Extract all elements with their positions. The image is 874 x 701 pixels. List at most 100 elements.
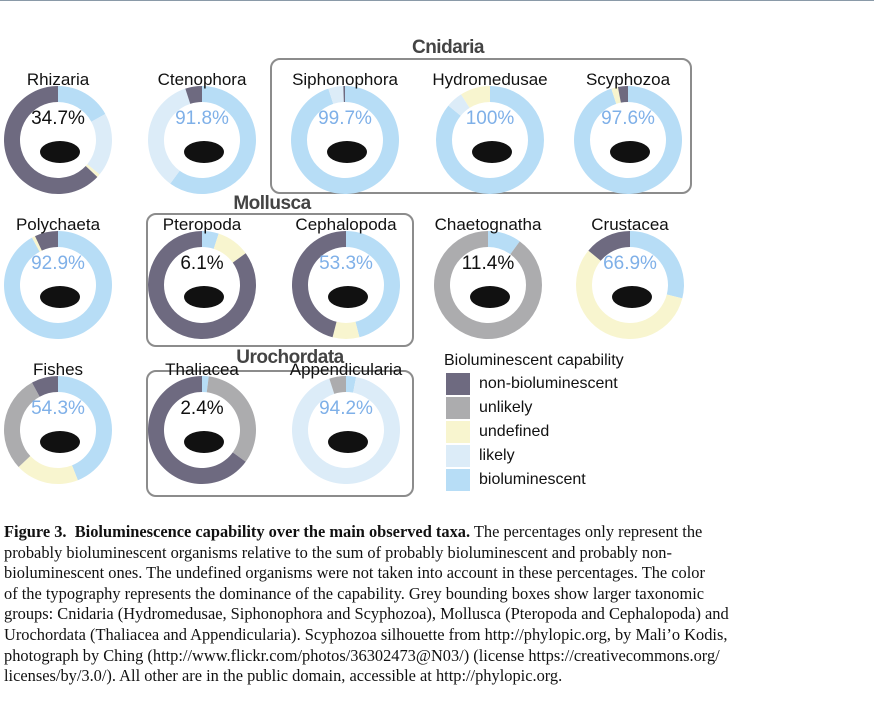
donut-segment-rhizaria-undefined: [85, 164, 100, 177]
cephalopoda-percent-label: 53.3%: [319, 253, 373, 274]
appendicularia-percent-label: 94.2%: [319, 398, 373, 419]
scyphozoa-silhouette-icon: [610, 141, 650, 163]
caption-line: probably bioluminescent organisms relati…: [4, 542, 672, 562]
donut-segment-hydromedusae-undefined: [461, 86, 490, 108]
legend-label: bioluminescent: [479, 471, 586, 488]
legend-item-likely: likely: [446, 444, 624, 468]
donut-segment-appendicularia-bioluminescent: [346, 376, 357, 393]
legend-label: likely: [479, 447, 515, 464]
legend-label: non-bioluminescent: [479, 375, 618, 392]
donut-segment-fishes-non-bioluminescent: [31, 376, 58, 397]
donut-segment-cephalopoda-non-bioluminescent: [291, 231, 346, 338]
scyphozoa-percent-label: 97.6%: [601, 108, 655, 129]
caption-figure-label: Figure 3.: [4, 522, 67, 541]
polychaeta-percent-label: 92.9%: [31, 253, 85, 274]
donut-segment-pteropoda-non-bioluminescent: [148, 231, 257, 339]
donut-segment-scyphozoa-non-bioluminescent: [617, 86, 628, 103]
legend-label: unlikely: [479, 399, 533, 416]
donut-segment-cephalopoda-undefined: [332, 321, 360, 340]
donut-segment-crustacea-undefined: [575, 250, 683, 340]
donut-segment-siphonophora-bioluminescent: [291, 86, 400, 194]
legend-swatch: [446, 421, 470, 443]
donut-segment-pteropoda-bioluminescent: [202, 231, 219, 249]
figure-caption: Figure 3. Bioluminescence capability ove…: [4, 522, 872, 687]
fishes-silhouette-icon: [40, 431, 80, 453]
donut-segment-polychaeta-bioluminescent: [4, 231, 113, 339]
donut-segment-polychaeta-undefined: [31, 236, 42, 252]
caption-line: Urochordata (Thaliacea and Appendiculari…: [4, 624, 728, 644]
polychaeta-silhouette-icon: [40, 286, 80, 308]
group-title-mollusca: Mollusca: [233, 193, 311, 214]
donut-segment-ctenophora-likely: [148, 88, 191, 184]
donut-segment-rhizaria-likely: [87, 113, 112, 175]
donut-segment-crustacea-bioluminescent: [630, 231, 684, 299]
fishes-percent-label: 54.3%: [31, 398, 85, 419]
rhizaria-taxon-label: Rhizaria: [26, 70, 90, 89]
donut-segment-scyphozoa-undefined: [611, 86, 621, 104]
donut-segment-cephalopoda-bioluminescent: [346, 231, 401, 338]
thaliacea-taxon-label: Thaliacea: [165, 360, 239, 379]
caption-line: groups: Cnidaria (Hydromedusae, Siphonop…: [4, 604, 729, 624]
donut-segment-fishes-bioluminescent: [58, 376, 112, 481]
group-title-cnidaria: Cnidaria: [411, 37, 485, 58]
donut-segment-chaetognatha-bioluminescent: [488, 231, 520, 255]
donut-segment-ctenophora-non-bioluminescent: [185, 86, 202, 104]
group-title-urochordata: Urochordata: [236, 347, 344, 368]
donut-segment-rhizaria-bioluminescent: [58, 86, 106, 122]
donut-segment-chaetognatha-unlikely: [434, 231, 542, 339]
caption-line: bioluminescent ones. The undefined organ…: [4, 563, 705, 583]
donut-charts: 34.7% 91.8% 99.7% 100% 97.6% 92.9% 6.1% 53.3% 11…: [3, 86, 684, 484]
caption-text: The percentages only represent the: [470, 522, 703, 541]
pteropoda-percent-label: 6.1%: [180, 253, 223, 274]
pteropoda-silhouette-icon: [184, 286, 224, 308]
donut-segment-appendicularia-likely: [292, 376, 400, 484]
legend: Bioluminescent capability non-biolumines…: [444, 352, 624, 492]
appendicularia-taxon-label: Appendicularia: [289, 360, 403, 379]
donut-segment-fishes-unlikely: [3, 382, 40, 467]
donut-segment-rhizaria-non-bioluminescent: [3, 86, 98, 194]
caption-line: Figure 3. Bioluminescence capability ove…: [4, 522, 872, 543]
rhizaria-silhouette-icon: [40, 141, 80, 163]
group-box-urochordata: [146, 370, 414, 497]
legend-swatch: [446, 445, 470, 467]
chaetognatha-taxon-label: Chaetognatha: [434, 215, 542, 234]
hydromedusae-percent-label: 100%: [466, 108, 515, 129]
donut-segment-thaliacea-non-bioluminescent: [148, 376, 246, 484]
page-top-rule: [0, 0, 874, 1]
group-box-mollusca: [146, 213, 414, 347]
caption-line: licenses/by/3.0/). All other are in the …: [4, 666, 563, 686]
rhizaria-percent-label: 34.7%: [31, 108, 85, 129]
polychaeta-taxon-label: Polychaeta: [15, 215, 101, 234]
donut-segment-thaliacea-unlikely: [206, 376, 257, 462]
legend-item-unlikely: unlikely: [446, 396, 624, 420]
legend-swatch: [446, 373, 470, 395]
caption-title: Bioluminescence capability over the main…: [74, 522, 471, 541]
legend-label: undefined: [479, 423, 550, 440]
crustacea-silhouette-icon: [612, 286, 652, 308]
donut-segment-scyphozoa-bioluminescent: [574, 86, 683, 194]
donut-segment-appendicularia-unlikely: [329, 376, 346, 394]
crustacea-percent-label: 66.9%: [603, 253, 657, 274]
legend-swatch: [446, 397, 470, 419]
hydromedusae-taxon-label: Hydromedusae: [432, 70, 548, 89]
pteropoda-taxon-label: Pteropoda: [162, 215, 242, 234]
legend-title: Bioluminescent capability: [444, 352, 624, 369]
siphonophora-taxon-label: Siphonophora: [292, 70, 398, 89]
donut-segment-hydromedusae-likely: [448, 94, 470, 116]
scyphozoa-taxon-label: Scyphozoa: [585, 70, 671, 89]
donut-segment-fishes-undefined: [18, 456, 78, 484]
legend-item-undefined: undefined: [446, 420, 624, 444]
thaliacea-percent-label: 2.4%: [180, 398, 223, 419]
cephalopoda-silhouette-icon: [328, 286, 368, 308]
donut-segment-siphonophora-likely: [328, 86, 344, 104]
legend-item-non-bioluminescent: non-bioluminescent: [446, 372, 624, 396]
thaliacea-silhouette-icon: [184, 431, 224, 453]
donut-segment-pteropoda-undefined: [213, 233, 246, 263]
ctenophora-percent-label: 91.8%: [175, 108, 229, 129]
donut-segment-ctenophora-bioluminescent: [170, 86, 256, 194]
donut-segment-siphonophora-non-bioluminescent: [343, 86, 345, 103]
chaetognatha-silhouette-icon: [470, 286, 510, 308]
donut-segment-polychaeta-non-bioluminescent: [35, 231, 58, 251]
ctenophora-taxon-label: Ctenophora: [157, 70, 247, 89]
siphonophora-silhouette-icon: [327, 141, 367, 163]
